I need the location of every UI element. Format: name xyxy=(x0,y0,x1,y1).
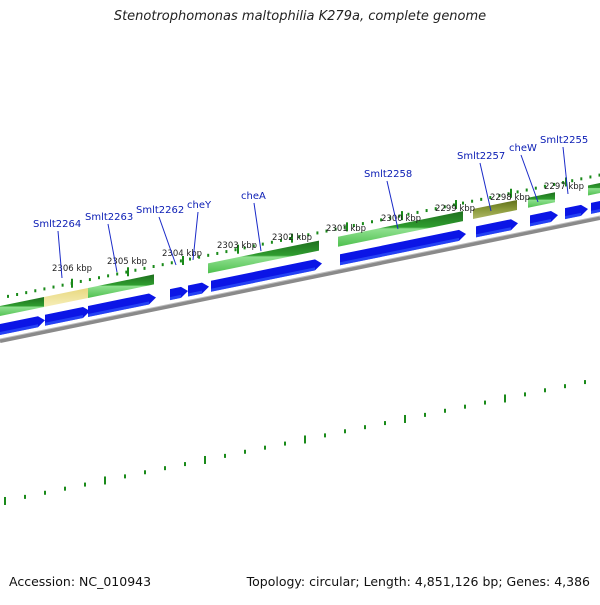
cds-arrow-shade xyxy=(476,227,511,238)
gene-label: Smlt2262 xyxy=(136,205,184,216)
accession-text: Accession: NC_010943 xyxy=(9,574,152,589)
cds-arrow-shade xyxy=(340,237,459,266)
gene-leader-line xyxy=(386,180,399,230)
gene-leader-line xyxy=(562,146,569,195)
gene-leader-line xyxy=(520,154,539,203)
cds-arrow-shade xyxy=(591,208,600,214)
ruler-label: 2299 kbp xyxy=(435,204,475,214)
cds-arrow-shade xyxy=(170,294,181,301)
gene-label: Smlt2263 xyxy=(85,212,133,223)
gene-bar xyxy=(88,274,154,298)
ruler-label: 2298 kbp xyxy=(490,193,530,203)
map-title: Stenotrophomonas maltophilia K279a, comp… xyxy=(113,9,487,24)
ruler-label: 2304 kbp xyxy=(162,249,202,259)
cds-arrow-shade xyxy=(530,219,551,227)
gene-bar xyxy=(0,296,44,316)
ruler-label: 2297 kbp xyxy=(544,182,584,192)
ruler-label: 2300 kbp xyxy=(381,214,421,224)
genome-summary-text: Topology: circular; Length: 4,851,126 bp… xyxy=(246,574,590,589)
ruler-label: 2301 kbp xyxy=(326,224,366,234)
cds-arrow-shade xyxy=(88,301,149,317)
gene-leader-line xyxy=(57,230,63,279)
gene-leader-line xyxy=(192,211,199,261)
ruler-label: 2303 kbp xyxy=(217,241,257,251)
ruler-label: 2306 kbp xyxy=(52,264,92,274)
cds-arrow-shade xyxy=(45,314,83,326)
cds-arrow-shade xyxy=(0,324,38,335)
ruler-label: 2305 kbp xyxy=(107,257,147,267)
cds-arrow-shade xyxy=(565,212,581,220)
ruler-label: 2302 kbp xyxy=(272,233,312,243)
gene-leader-line xyxy=(158,216,177,266)
gene-leader-line xyxy=(479,162,492,212)
gene-label: cheW xyxy=(509,143,537,154)
gene-bar xyxy=(338,211,463,247)
gene-label: Smlt2257 xyxy=(457,151,505,162)
genome-backbone-highlight xyxy=(0,215,600,340)
gene-label: Smlt2255 xyxy=(540,135,588,146)
gene-label: cheA xyxy=(241,191,266,202)
gene-bar-olive xyxy=(473,200,517,220)
genome-backbone xyxy=(0,216,600,343)
gene-bar xyxy=(588,183,600,196)
gene-bar-highlight xyxy=(44,287,88,307)
cds-arrow-shade xyxy=(211,267,315,292)
cds-arrow-shade xyxy=(188,290,202,297)
gene-bar xyxy=(208,240,319,274)
gene-leader-line xyxy=(107,223,118,273)
gene-label: Smlt2258 xyxy=(364,169,412,180)
gene-bar xyxy=(528,192,555,208)
gene-label: cheY xyxy=(187,200,212,211)
gene-leader-line xyxy=(253,202,262,252)
gene-label: Smlt2264 xyxy=(33,219,81,230)
